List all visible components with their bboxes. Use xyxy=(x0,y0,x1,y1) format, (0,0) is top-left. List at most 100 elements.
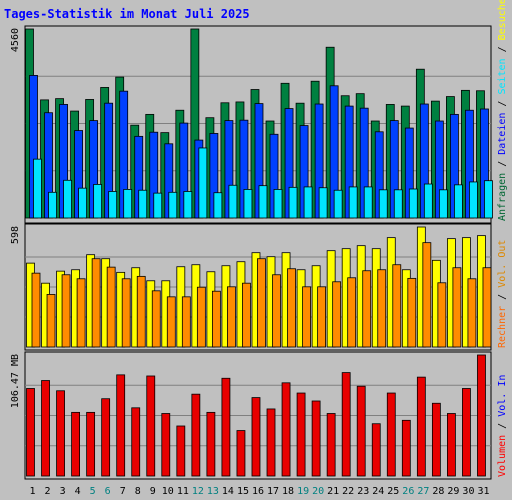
bar-seiten-17 xyxy=(273,189,283,219)
bar-seiten-7 xyxy=(123,189,133,219)
bar-volumen-21 xyxy=(326,413,336,477)
legend-entry: Dateien xyxy=(497,113,508,155)
bar-volumen-9 xyxy=(146,375,156,477)
bar-volumen-18 xyxy=(281,382,291,477)
panel-bottom-legend: Volumen / Vol. In xyxy=(497,375,508,477)
x-tick-label-23: 23 xyxy=(357,486,369,497)
bar-volumen-17 xyxy=(266,408,276,477)
x-tick-label-28: 28 xyxy=(432,486,444,497)
x-tick-label-13: 13 xyxy=(207,486,219,497)
bar-seiten-11 xyxy=(183,191,193,219)
bar-rechner-12 xyxy=(196,286,206,348)
bar-seiten-25 xyxy=(393,189,403,219)
bar-volumen-13 xyxy=(206,411,216,477)
bar-rechner-28 xyxy=(437,282,447,348)
chart-title: Tages-Statistik im Monat Juli 2025 xyxy=(4,7,250,21)
legend-entry: / xyxy=(497,95,508,113)
bar-volumen-19 xyxy=(296,392,306,477)
bar-seiten-26 xyxy=(408,188,418,219)
bar-seiten-5 xyxy=(93,184,103,219)
x-tick-label-7: 7 xyxy=(120,486,126,497)
bar-seiten-14 xyxy=(228,184,238,219)
bar-rechner-11 xyxy=(181,296,191,348)
panel-bottom-ymax-label: 106.47 MB xyxy=(10,354,21,408)
bar-rechner-24 xyxy=(377,269,387,348)
bar-volumen-6 xyxy=(101,398,111,477)
bar-rechner-9 xyxy=(151,290,161,348)
bar-rechner-1 xyxy=(31,272,41,348)
bar-volumen-5 xyxy=(86,411,96,477)
x-tick-label-8: 8 xyxy=(135,486,141,497)
bar-rechner-25 xyxy=(392,264,402,348)
legend-entry: Vol. In xyxy=(497,375,508,417)
x-tick-label-29: 29 xyxy=(447,486,459,497)
x-tick-label-11: 11 xyxy=(177,486,189,497)
bar-rechner-14 xyxy=(227,286,236,348)
x-tick-label-25: 25 xyxy=(387,486,399,497)
bar-volumen-26 xyxy=(401,419,411,477)
bar-seiten-15 xyxy=(243,189,253,219)
bar-seiten-2 xyxy=(48,191,57,219)
panel-middle-legend: Rechner / Vol. Out xyxy=(497,240,508,348)
bar-rechner-30 xyxy=(467,278,477,348)
x-tick-label-31: 31 xyxy=(477,486,489,497)
bar-seiten-16 xyxy=(258,185,268,219)
bar-seiten-31 xyxy=(484,180,493,219)
x-tick-label-2: 2 xyxy=(45,486,51,497)
x-tick-label-10: 10 xyxy=(162,486,174,497)
legend-entry: / xyxy=(497,288,508,306)
legend-entry: Volumen xyxy=(497,435,508,477)
bar-rechner-13 xyxy=(211,290,221,348)
bar-volumen-16 xyxy=(251,397,261,477)
bar-seiten-1 xyxy=(33,158,42,219)
bar-volumen-15 xyxy=(236,430,246,477)
bar-seiten-29 xyxy=(454,184,463,219)
panel-top-legend: Anfragen / Dateien / Seiten / Besuche xyxy=(497,0,508,221)
bar-volumen-7 xyxy=(116,374,126,477)
bar-rechner-20 xyxy=(317,286,327,348)
bar-seiten-13 xyxy=(213,192,223,219)
bar-volumen-4 xyxy=(71,411,80,477)
x-tick-label-19: 19 xyxy=(297,486,309,497)
x-tick-label-16: 16 xyxy=(252,486,264,497)
bar-seiten-21 xyxy=(333,189,343,219)
bar-rechner-5 xyxy=(91,258,101,348)
x-tick-label-12: 12 xyxy=(192,486,204,497)
bar-rechner-23 xyxy=(362,270,372,348)
bar-volumen-10 xyxy=(161,413,171,477)
bar-seiten-28 xyxy=(438,189,448,219)
bar-rechner-27 xyxy=(422,242,432,348)
bar-seiten-8 xyxy=(138,189,148,219)
bar-rechner-26 xyxy=(407,277,417,348)
bar-volumen-1 xyxy=(26,388,35,477)
bar-rechner-29 xyxy=(452,267,462,348)
bar-rechner-16 xyxy=(257,258,266,348)
x-tick-label-6: 6 xyxy=(105,486,111,497)
bar-volumen-14 xyxy=(221,377,231,477)
legend-entry: Anfragen xyxy=(497,173,508,221)
x-tick-label-24: 24 xyxy=(372,486,384,497)
bar-rechner-6 xyxy=(106,266,116,348)
bar-seiten-27 xyxy=(423,183,433,219)
bar-rechner-21 xyxy=(332,281,342,348)
bar-rechner-17 xyxy=(272,274,281,348)
bar-seiten-12 xyxy=(198,147,208,219)
bar-rechner-8 xyxy=(136,275,146,348)
bar-seiten-30 xyxy=(469,181,478,219)
bar-rechner-19 xyxy=(302,286,311,348)
x-tick-label-30: 30 xyxy=(462,486,474,497)
x-tick-label-14: 14 xyxy=(222,486,234,497)
bar-volumen-12 xyxy=(191,393,201,477)
bar-volumen-24 xyxy=(371,423,381,477)
bar-volumen-28 xyxy=(431,402,441,477)
bar-volumen-3 xyxy=(56,390,65,477)
bar-seiten-4 xyxy=(78,187,87,219)
bar-seiten-9 xyxy=(153,192,163,219)
bar-rechner-22 xyxy=(347,277,357,348)
bar-rechner-2 xyxy=(46,294,56,348)
bar-volumen-22 xyxy=(341,372,351,477)
bar-seiten-23 xyxy=(363,186,373,219)
x-tick-label-22: 22 xyxy=(342,486,354,497)
bar-volumen-31 xyxy=(477,354,486,477)
